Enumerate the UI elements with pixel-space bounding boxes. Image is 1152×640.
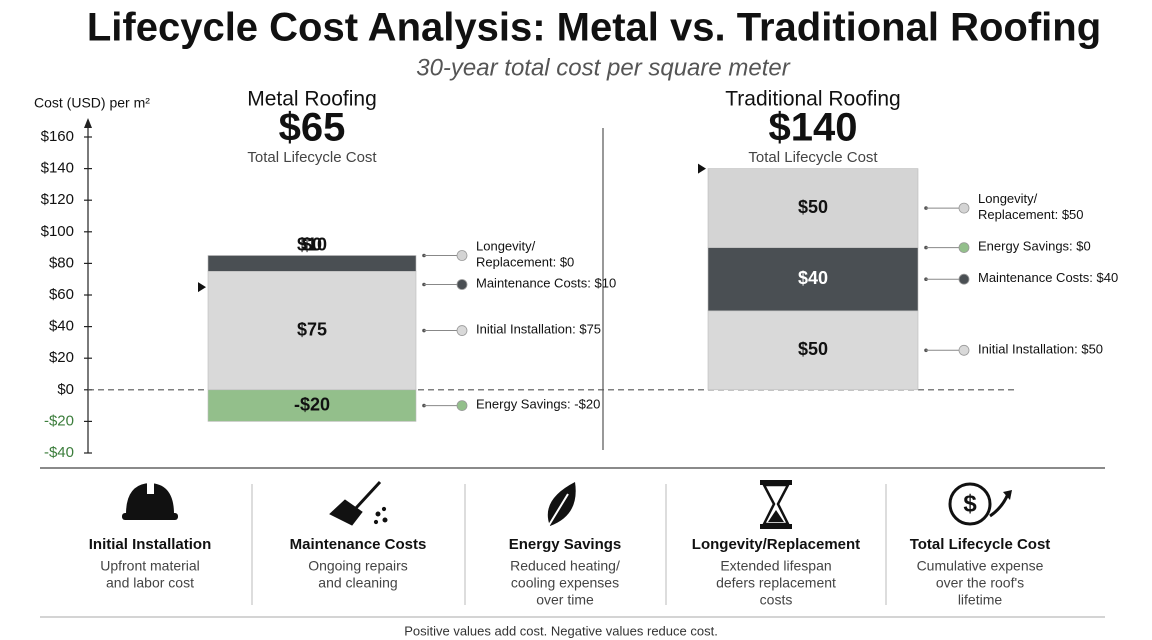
- chart-title: Lifecycle Cost Analysis: Metal vs. Tradi…: [87, 6, 1101, 50]
- card-description: Cumulative expense: [917, 558, 1044, 574]
- y-tick-label: $60: [49, 286, 74, 303]
- callout-label: Initial Installation: $50: [978, 342, 1103, 357]
- callout-line-text: Energy Savings: $0: [978, 239, 1091, 254]
- card-description: lifetime: [958, 592, 1003, 608]
- total-value: $65: [279, 106, 346, 150]
- callout-label: Energy Savings: -$20: [476, 397, 600, 412]
- value-label: $0: [302, 234, 322, 254]
- callout-label: Longevity/Replacement: $50: [978, 192, 1084, 223]
- dollar-cycle-icon: $: [948, 482, 1012, 526]
- card-description: defers replacement: [716, 575, 836, 591]
- total-marker: [698, 163, 706, 174]
- callout-dot: [456, 250, 468, 261]
- callout-line-text: Maintenance Costs: $40: [978, 271, 1118, 286]
- callout-line-text: Replacement: $50: [978, 208, 1084, 223]
- value-label: $40: [798, 268, 828, 288]
- callout-label: Maintenance Costs: $40: [978, 271, 1118, 286]
- card-description: Extended lifespan: [720, 558, 831, 574]
- value-label: $10: [297, 234, 327, 254]
- card-description: over time: [536, 592, 594, 608]
- callout-dot: [456, 325, 468, 336]
- chart-subtitle: 30-year total cost per square meter: [416, 54, 791, 81]
- y-tick-label: $120: [41, 191, 74, 208]
- callout-dot: [456, 400, 468, 412]
- card-title: Maintenance Costs: [290, 536, 427, 553]
- callout-line-text: Longevity/: [476, 239, 536, 254]
- card-description: and cleaning: [318, 575, 397, 591]
- callout-dot: [958, 202, 970, 214]
- broom-icon: [329, 480, 388, 526]
- y-axis-arrow: [84, 118, 92, 128]
- card-title: Longevity/Replacement: [692, 536, 860, 553]
- category-label: Metal Roofing: [247, 88, 377, 111]
- value-label: $50: [798, 197, 828, 217]
- bar-segment: [207, 389, 417, 422]
- card-description: cooling expenses: [511, 575, 619, 591]
- card-description: costs: [760, 592, 793, 608]
- total-marker: [198, 282, 206, 293]
- y-tick-label: $40: [49, 318, 74, 335]
- callout-label: Energy Savings: $0: [978, 239, 1091, 254]
- y-tick-label: $80: [49, 254, 74, 271]
- y-tick-label: $20: [49, 349, 74, 366]
- callout-line-text: Maintenance Costs: $10: [476, 276, 616, 291]
- total-caption: Total Lifecycle Cost: [748, 149, 878, 166]
- card-description: Ongoing repairs: [308, 558, 408, 574]
- callout-dot: [958, 273, 970, 285]
- category-label: Traditional Roofing: [725, 88, 901, 111]
- value-label: -$20: [294, 394, 330, 414]
- y-tick-label: $160: [41, 128, 74, 145]
- footnote: Positive values add cost. Negative value…: [404, 623, 718, 638]
- callout-line-text: Energy Savings: -$20: [476, 397, 600, 412]
- callout-line-text: Replacement: $0: [476, 255, 574, 270]
- bar-segment: [707, 168, 919, 248]
- leaf-icon: [545, 482, 576, 531]
- card-description: Upfront material: [100, 558, 200, 574]
- callout-line-text: Longevity/: [978, 192, 1038, 207]
- card-description: and labor cost: [106, 575, 194, 591]
- callout-dot: [958, 242, 970, 254]
- total-caption: Total Lifecycle Cost: [247, 149, 377, 166]
- y-tick-label: -$20: [44, 412, 74, 429]
- card-dividers: [251, 484, 887, 605]
- callout-label: Maintenance Costs: $10: [476, 276, 616, 291]
- bar-segment: [707, 247, 919, 312]
- card-title: Initial Installation: [89, 536, 212, 553]
- card-title: Total Lifecycle Cost: [910, 536, 1051, 553]
- svg-text:$: $: [963, 490, 977, 517]
- y-tick-label: $100: [41, 223, 74, 240]
- y-tick-label: $0: [57, 381, 74, 398]
- y-tick-label: $140: [41, 160, 74, 177]
- bar-segment: [207, 255, 417, 272]
- y-tick-label: -$40: [44, 444, 74, 461]
- callout-dot: [456, 279, 468, 290]
- value-label: $75: [297, 319, 327, 339]
- y-axis-label: Cost (USD) per m²: [34, 95, 150, 111]
- callout-label: Initial Installation: $75: [476, 322, 601, 337]
- callout-label: Longevity/Replacement: $0: [476, 239, 574, 270]
- callout-line-text: Initial Installation: $50: [978, 342, 1103, 357]
- value-label: $50: [798, 339, 828, 359]
- bar-segment: [707, 310, 919, 391]
- card-description: over the roof's: [936, 575, 1024, 591]
- hard-hat-icon: [122, 480, 178, 520]
- card-title: Energy Savings: [509, 536, 622, 553]
- callout-dot: [958, 344, 970, 356]
- total-value: $140: [769, 106, 858, 150]
- bar-segment: [207, 270, 417, 391]
- hourglass-icon: [760, 480, 792, 529]
- card-description: Reduced heating/: [510, 558, 620, 574]
- callout-line-text: Initial Installation: $75: [476, 322, 601, 337]
